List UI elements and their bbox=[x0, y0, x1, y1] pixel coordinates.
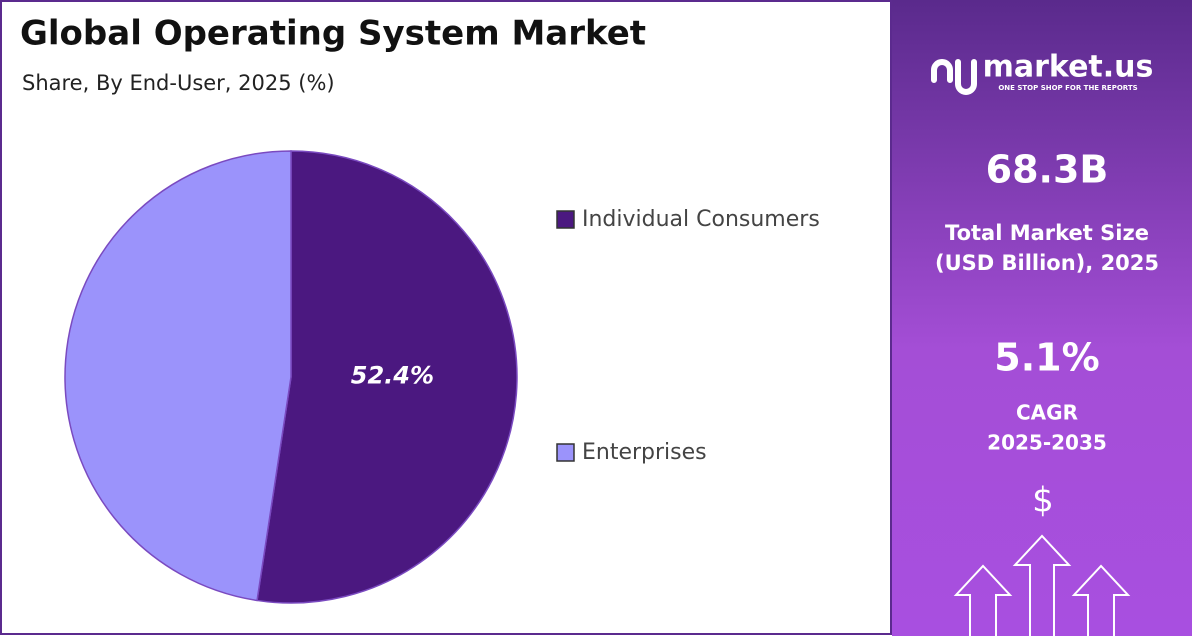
legend-swatch bbox=[556, 443, 575, 462]
side-panel bbox=[892, 0, 1192, 636]
market-size-label: (USD Billion), 2025 bbox=[935, 251, 1159, 275]
logo-icon bbox=[931, 59, 953, 83]
cagr: 5.1% bbox=[994, 336, 1099, 380]
growth-arrows bbox=[953, 534, 1131, 636]
chart-subtitle: Share, By End-User, 2025 (%) bbox=[22, 71, 335, 95]
cagr-label: 2025-2035 bbox=[987, 431, 1107, 455]
logo-icon bbox=[955, 59, 977, 95]
cagr-label: CAGR bbox=[1016, 401, 1078, 425]
logo bbox=[931, 59, 977, 95]
legend-label: Enterprises bbox=[582, 440, 707, 465]
pie: 52.4% bbox=[64, 150, 518, 604]
market-size: 68.3B bbox=[986, 148, 1109, 192]
arrow bbox=[1071, 564, 1131, 636]
chart-title: Global Operating System Market bbox=[20, 14, 646, 54]
tagline: ONE STOP SHOP FOR THE REPORTS bbox=[998, 84, 1137, 92]
legend-label: Individual Consumers bbox=[582, 207, 820, 232]
arrow bbox=[953, 564, 1013, 636]
pie-slice bbox=[64, 150, 292, 602]
market-size-label: Total Market Size bbox=[945, 221, 1149, 245]
arrow bbox=[1012, 534, 1072, 636]
legend-swatch bbox=[556, 210, 575, 229]
data-label: 52.4% bbox=[351, 362, 434, 390]
brand: market.us bbox=[983, 50, 1154, 85]
legend: Individual Consumers Enterprises bbox=[556, 207, 820, 465]
currency-icon: $ bbox=[1032, 481, 1054, 521]
pie-slice bbox=[256, 150, 518, 604]
